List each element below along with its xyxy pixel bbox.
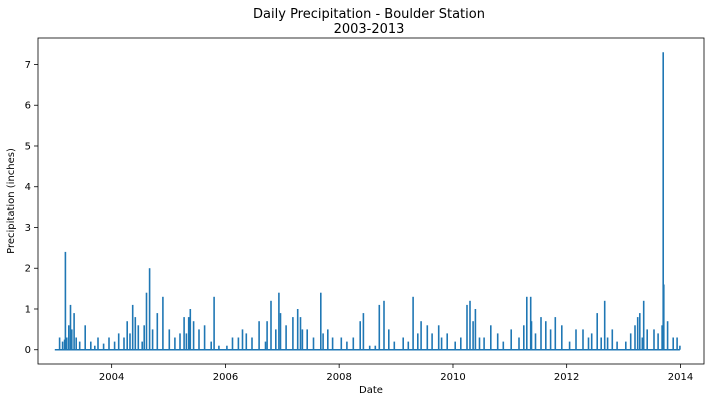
series-group	[54, 52, 681, 351]
x-tick-label: 2010	[440, 372, 465, 383]
chart-subtitle: 2003-2013	[334, 22, 405, 37]
y-tick-label: 1	[25, 304, 31, 315]
y-axis-label: Precipitation (inches)	[6, 148, 17, 254]
y-tick-label: 0	[25, 345, 31, 356]
x-axis-label: Date	[359, 385, 383, 396]
y-tick-label: 2	[25, 264, 31, 275]
y-tick-label: 3	[25, 223, 31, 234]
chart-title: Daily Precipitation - Boulder Station	[253, 7, 485, 22]
y-tick-label: 6	[25, 101, 31, 112]
x-tick-label: 2004	[99, 372, 124, 383]
x-tick-label: 2014	[668, 372, 693, 383]
y-tick-label: 4	[25, 182, 31, 193]
x-tick-label: 2012	[554, 372, 579, 383]
y-axis-ticks: 0 1 2 3 4 5 6 7	[25, 60, 38, 356]
y-tick-label: 5	[25, 141, 31, 152]
x-axis-ticks: 2004 2006 2008 2010 2012 2014	[99, 364, 693, 383]
plot-frame	[37, 37, 705, 365]
x-tick-label: 2008	[326, 372, 351, 383]
x-tick-label: 2006	[213, 372, 238, 383]
y-tick-label: 7	[25, 60, 31, 71]
